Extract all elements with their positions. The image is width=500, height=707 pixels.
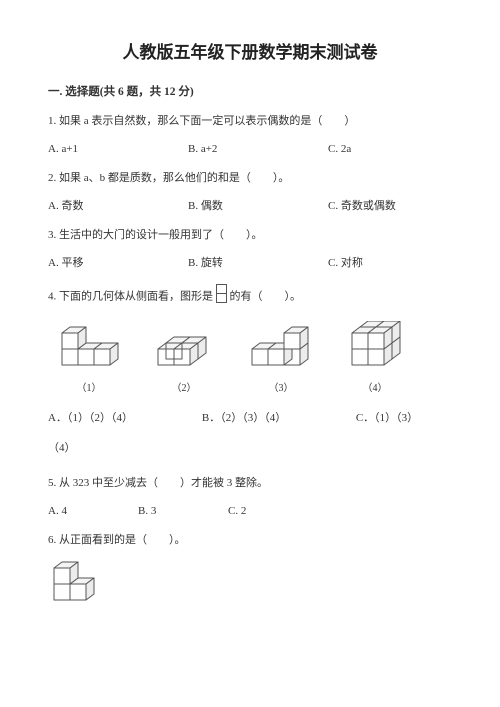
two-square-icon xyxy=(216,284,227,310)
page-title: 人教版五年级下册数学期末测试卷 xyxy=(48,40,452,66)
q2-opt-c: C. 奇数或偶数 xyxy=(328,198,448,215)
figure-2-label: （2） xyxy=(154,381,214,396)
q4-opt-b: B．（2）（3）（4） xyxy=(202,410,356,427)
figure-1-label: （1） xyxy=(58,381,120,396)
q5-opt-b: B. 3 xyxy=(138,503,228,520)
q3-opt-a: A. 平移 xyxy=(48,255,188,272)
q2-opt-a: A. 奇数 xyxy=(48,198,188,215)
q5-opt-c: C. 2 xyxy=(228,503,318,520)
figure-3-label: （3） xyxy=(248,381,314,396)
q6-figure xyxy=(50,560,452,610)
q4-suffix: 的有（ ）。 xyxy=(230,290,302,302)
q4-text: 4. 下面的几何体从侧面看，图形是 的有（ ）。 xyxy=(48,284,452,310)
q3-opt-c: C. 对称 xyxy=(328,255,448,272)
figure-4: （4） xyxy=(348,321,402,396)
q4-opt-c: C．（1）（3） xyxy=(356,410,452,427)
q6-text: 6. 从正面看到的是（ ）。 xyxy=(48,532,452,549)
q5-opt-a: A. 4 xyxy=(48,503,138,520)
q2-opt-b: B. 偶数 xyxy=(188,198,328,215)
section-header: 一. 选择题(共 6 题，共 12 分) xyxy=(48,84,452,101)
q1-opt-a: A. a+1 xyxy=(48,141,188,158)
q4-prefix: 4. 下面的几何体从侧面看，图形是 xyxy=(48,290,213,302)
figure-4-label: （4） xyxy=(348,381,402,396)
figure-2: （2） xyxy=(154,321,214,396)
q3-options: A. 平移 B. 旋转 C. 对称 xyxy=(48,255,452,272)
q5-options: A. 4 B. 3 C. 2 xyxy=(48,503,452,520)
q2-options: A. 奇数 B. 偶数 C. 奇数或偶数 xyxy=(48,198,452,215)
figure-1: （1） xyxy=(58,321,120,396)
q4-opt-a: A．（1）（2）（4） xyxy=(48,410,202,427)
q5-text: 5. 从 323 中至少减去（ ）才能被 3 整除。 xyxy=(48,475,452,492)
q3-text: 3. 生活中的大门的设计一般用到了（ ）。 xyxy=(48,227,452,244)
q1-text: 1. 如果 a 表示自然数，那么下面一定可以表示偶数的是（ ） xyxy=(48,113,452,130)
q4-opt-extra: （4） xyxy=(48,440,452,457)
q2-text: 2. 如果 a、b 都是质数，那么他们的和是（ ）。 xyxy=(48,170,452,187)
q1-options: A. a+1 B. a+2 C. 2a xyxy=(48,141,452,158)
q1-opt-c: C. 2a xyxy=(328,141,448,158)
q3-opt-b: B. 旋转 xyxy=(188,255,328,272)
q1-opt-b: B. a+2 xyxy=(188,141,328,158)
q4-figures: （1） （2） xyxy=(58,321,452,396)
q4-options: A．（1）（2）（4） B．（2）（3）（4） C．（1）（3） xyxy=(48,410,452,427)
figure-3: （3） xyxy=(248,321,314,396)
